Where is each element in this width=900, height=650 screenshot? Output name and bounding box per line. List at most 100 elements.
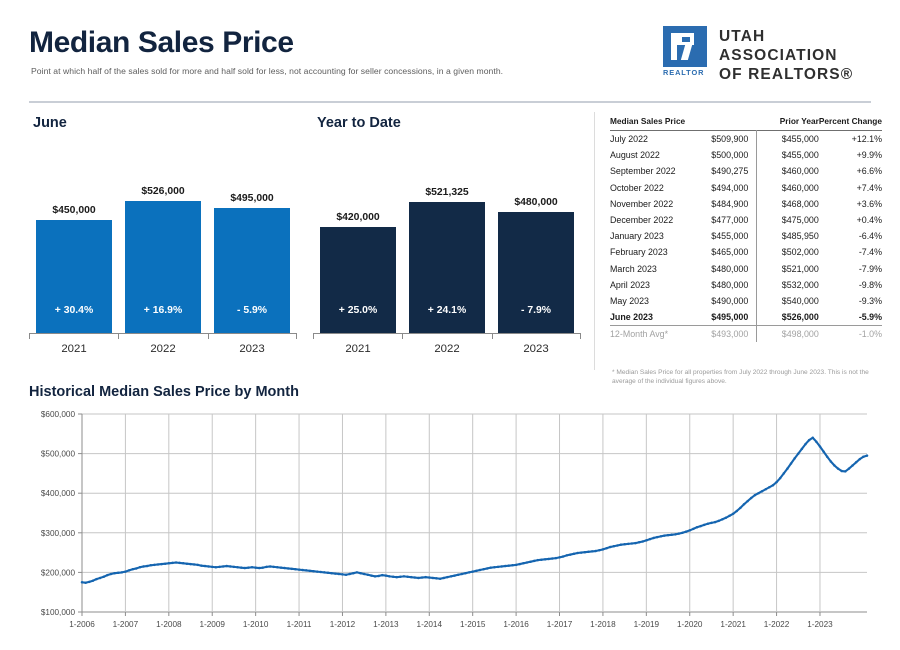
series-point: [655, 535, 659, 539]
series-point: [797, 452, 800, 455]
x-axis-label: 1-2019: [634, 620, 660, 629]
x-axis-label: 1-2012: [330, 620, 356, 629]
x-axis-label: 1-2017: [547, 620, 573, 629]
series-point: [695, 526, 699, 529]
x-axis-label: 1-2010: [243, 620, 269, 629]
june-chart-panel: June + 30.4% $450,000 2021 + 16.9% $526,000 2…: [29, 112, 297, 372]
page-subtitle: Point at which half of the sales sold fo…: [31, 66, 504, 76]
historical-line-chart: $100,000 $200,000 $300,000 $400,000 $500,000…: [41, 410, 869, 629]
june-axis-line: [29, 333, 297, 334]
series-point: [663, 534, 666, 537]
series-point: [149, 564, 152, 567]
cell-percent-change: +9.9%: [856, 150, 882, 161]
year-to-date-bar-plot: + 25.0% $420,000 2021 + 24.1% $521,325 2022 - …: [313, 152, 581, 357]
series-point: [768, 486, 771, 489]
y-axis-label: $600,000: [41, 410, 76, 419]
cell-month: February 2023: [610, 247, 668, 258]
series-point: [207, 565, 210, 568]
series-point: [406, 575, 409, 579]
y-axis-label: $100,000: [41, 608, 76, 617]
x-axis-label: 1-2021: [720, 620, 746, 629]
series-point: [352, 571, 355, 575]
series-point: [511, 564, 514, 567]
series-point: [214, 566, 218, 569]
series-point: [268, 565, 272, 568]
panel-divider: [594, 112, 595, 370]
june-category-label-2022: 2022: [150, 343, 176, 355]
cell-percent-change: +0.4%: [856, 215, 882, 226]
series-point: [131, 567, 134, 571]
series-point: [565, 554, 568, 557]
table-row-summary: 12-Month Avg* $493,000 $498,000 -1.0%: [610, 325, 882, 343]
series-point: [793, 457, 796, 460]
series-point: [348, 572, 351, 576]
series-point: [608, 545, 612, 549]
historical-chart-panel: Historical Median Sales Price by Month $…: [29, 384, 874, 644]
year-to-date-chart-panel: Year to Date + 25.0% $420,000 2021 + 24.1% $…: [313, 112, 581, 372]
series-point: [844, 470, 847, 473]
series-point: [724, 516, 728, 519]
series-point: [587, 550, 590, 554]
series-point: [706, 522, 710, 525]
june-bar-2021: + 30.4%: [36, 220, 112, 333]
series-point: [138, 566, 142, 569]
series-point: [167, 562, 171, 565]
logo-organization-name: UTAH ASSOCIATION OF REALTORS®: [719, 27, 883, 84]
cell-current-price: $455,000: [711, 231, 749, 242]
series-point: [279, 566, 283, 569]
column-header-prior-year: Prior Year: [779, 116, 819, 126]
series-point: [514, 563, 518, 567]
ytd-bar-group: - 7.9% $480,000: [498, 197, 574, 333]
june-axis-tick: [208, 334, 209, 339]
series-point: [373, 575, 377, 578]
cell-summary-prior: $498,000: [756, 325, 819, 343]
series-point: [717, 519, 720, 523]
june-axis-tick: [29, 334, 30, 339]
cell-percent-change: -7.4%: [858, 247, 882, 258]
cell-prior-year-price: $460,000: [756, 163, 819, 180]
series-point: [80, 581, 84, 584]
series-point: [699, 524, 702, 528]
series-point: [815, 440, 818, 443]
cell-month: November 2022: [610, 198, 674, 209]
series-point: [95, 577, 98, 581]
table-header: Median Sales Price Prior Year Percent Ch…: [610, 116, 882, 131]
series-point: [189, 562, 192, 566]
series-point: [684, 530, 688, 533]
series-point: [612, 545, 616, 548]
cell-current-price: $484,900: [711, 198, 749, 209]
series-point: [829, 460, 833, 463]
series-point: [572, 552, 576, 556]
series-point: [116, 571, 120, 575]
series-point: [272, 565, 275, 569]
cell-prior-year-price: $455,000: [756, 130, 819, 148]
table-body: July 2022 $509,900 $455,000 +12.1% August 20…: [610, 130, 882, 343]
cell-month: September 2022: [610, 166, 676, 177]
table-row: March 2023 $480,000 $521,000 -7.9%: [610, 260, 882, 277]
series-point: [522, 562, 525, 565]
series-point: [822, 450, 825, 453]
series-point: [402, 575, 406, 578]
cell-current-price: $495,000: [711, 312, 749, 323]
series-point: [163, 562, 167, 565]
table-row: May 2023 $490,000 $540,000 -9.3%: [610, 292, 882, 310]
table-row: September 2022 $490,275 $460,000 +6.6%: [610, 163, 882, 180]
ytd-axis-tick: [580, 334, 581, 339]
table-row: December 2022 $477,000 $475,000 +0.4%: [610, 211, 882, 229]
series-point: [652, 536, 655, 540]
series-point: [156, 563, 160, 566]
series-point: [229, 565, 232, 568]
series-point: [818, 445, 822, 448]
table-row: November 2022 $484,900 $468,000 +3.6%: [610, 195, 882, 212]
cell-prior-year-price: $502,000: [756, 244, 819, 261]
year-to-date-chart-title: Year to Date: [317, 115, 401, 131]
series-point: [681, 531, 684, 535]
page-header: Median Sales Price Point at which half o…: [0, 0, 900, 104]
median-sales-price-table-panel: Median Sales Price Prior Year Percent Ch…: [610, 116, 882, 385]
series-point: [554, 556, 558, 560]
ytd-axis-tick: [402, 334, 403, 339]
series-point: [634, 541, 637, 545]
column-header-current: [696, 116, 756, 131]
series-point: [721, 518, 724, 521]
series-point: [381, 573, 384, 577]
